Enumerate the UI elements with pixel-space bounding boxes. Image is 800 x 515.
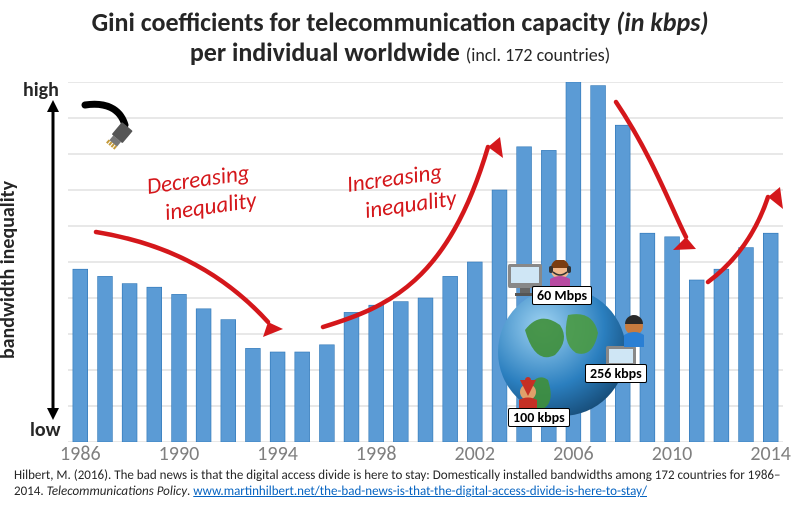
bar-2008: [615, 125, 630, 442]
ethernet-cable-icon: [80, 100, 150, 160]
title-text-2b: (incl. 172 countries): [466, 44, 610, 66]
xtick-1994: 1994: [257, 442, 298, 466]
y-axis-arrow: [44, 100, 62, 420]
bar-1991: [196, 309, 211, 442]
bar-1989: [147, 287, 162, 442]
citation: Hilbert, M. (2016). The bad news is that…: [14, 468, 788, 501]
citation-journal: Telecommunications Policy: [47, 484, 187, 499]
bar-1997: [344, 312, 359, 442]
bar-2010: [665, 237, 680, 442]
bar-2014: [763, 233, 778, 442]
citation-link[interactable]: www.martinhilbert.net/the-bad-news-is-th…: [193, 484, 647, 499]
bar-1993: [246, 348, 261, 442]
bar-2012: [714, 269, 729, 442]
chart-title: Gini coefficients for telecommunication …: [0, 6, 800, 68]
bar-2004: [517, 147, 532, 442]
y-axis-label: bandwidth inequality: [0, 130, 20, 410]
title-text-1a: Gini coefficients for telecommunication …: [92, 6, 611, 38]
bar-1992: [221, 320, 236, 442]
xtick-2006: 2006: [553, 442, 594, 466]
bar-1995: [295, 352, 310, 442]
bar-1986: [73, 269, 88, 442]
y-high-label: high: [23, 78, 59, 102]
bar-1999: [393, 302, 408, 442]
xtick-2014: 2014: [750, 442, 791, 466]
bar-1996: [320, 345, 335, 442]
bar-2001: [443, 276, 458, 442]
trend-arrows: DecreasinginequalityIncreasinginequality: [96, 102, 783, 337]
page: Gini coefficients for telecommunication …: [0, 0, 800, 515]
xtick-1990: 1990: [159, 442, 200, 466]
y-low-label: low: [30, 418, 61, 442]
title-text-1b: (in kbps): [616, 6, 708, 38]
xtick-1998: 1998: [356, 442, 397, 466]
bar-1998: [369, 305, 384, 442]
bar-chart: DecreasinginequalityIncreasinginequality: [68, 82, 783, 442]
bar-1990: [172, 294, 187, 442]
bar-2002: [467, 262, 482, 442]
xtick-2010: 2010: [652, 442, 693, 466]
bar-2009: [640, 233, 655, 442]
bar-1988: [122, 284, 137, 442]
bar-2011: [689, 280, 704, 442]
bar-2007: [591, 86, 606, 442]
bar-2000: [418, 298, 433, 442]
xtick-1986: 1986: [60, 442, 101, 466]
title-text-2a: per individual worldwide: [190, 36, 460, 68]
bar-1987: [98, 276, 113, 442]
bar-2005: [541, 150, 556, 442]
bar-2006: [566, 82, 581, 442]
xtick-2002: 2002: [455, 442, 496, 466]
bar-2013: [739, 248, 754, 442]
bar-2003: [492, 190, 507, 442]
bar-1994: [270, 352, 285, 442]
